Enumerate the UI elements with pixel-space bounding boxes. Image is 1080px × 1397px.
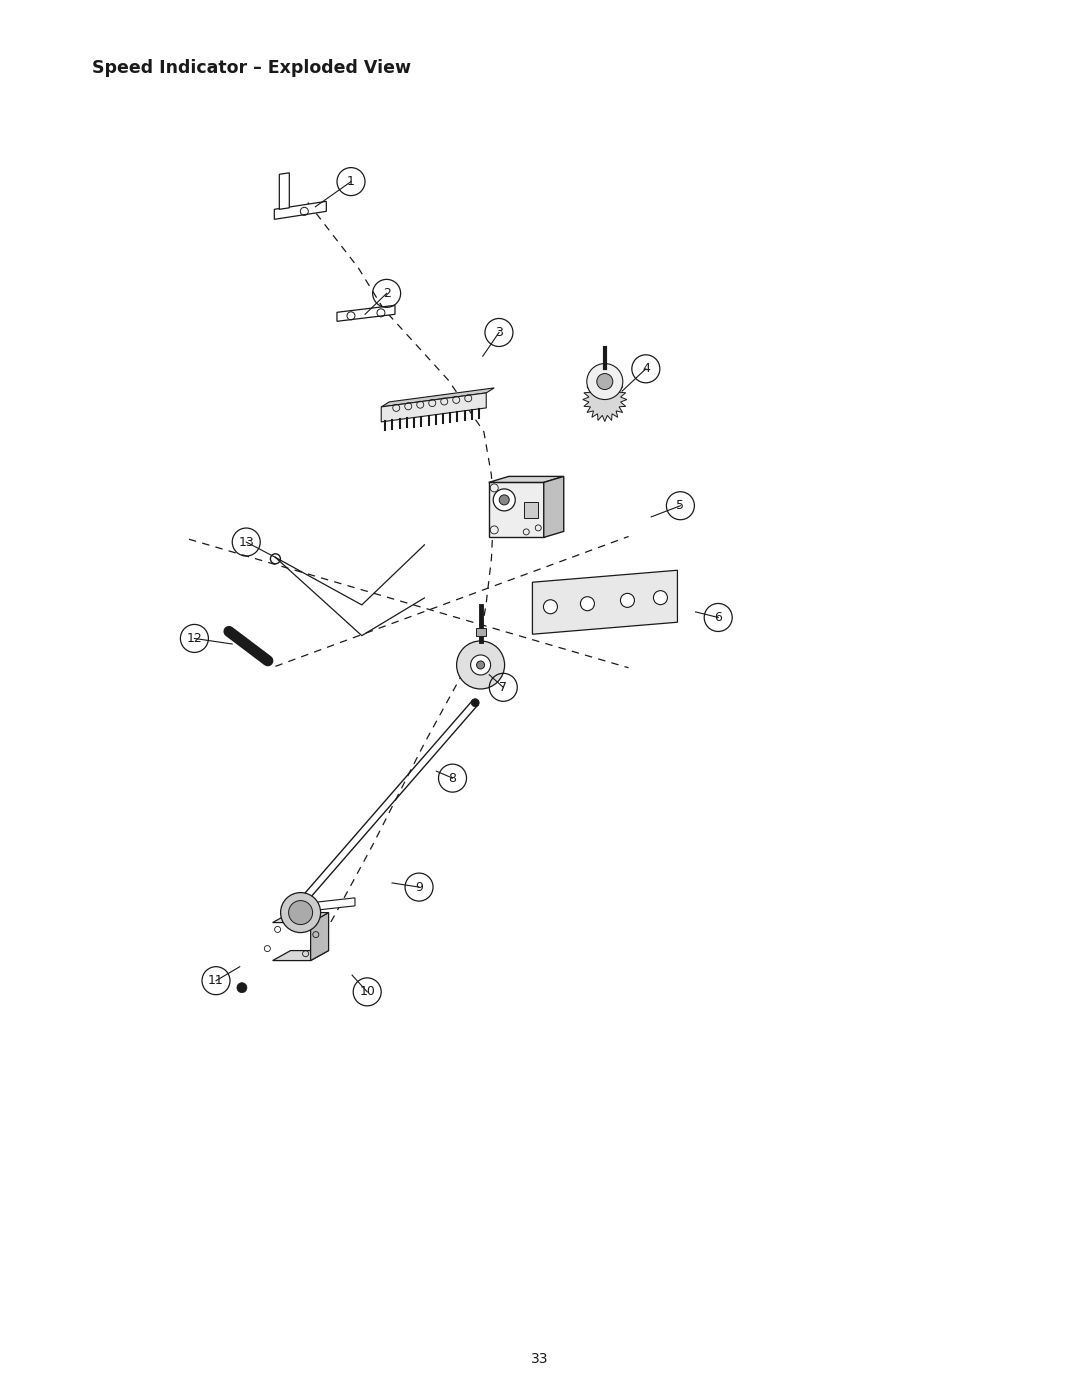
Text: 12: 12 — [187, 631, 202, 645]
Text: 8: 8 — [448, 771, 457, 785]
Polygon shape — [532, 570, 677, 634]
Text: 6: 6 — [714, 610, 723, 624]
Circle shape — [471, 655, 490, 675]
Circle shape — [494, 489, 515, 511]
Polygon shape — [272, 950, 328, 961]
Text: 9: 9 — [415, 880, 423, 894]
Text: 3: 3 — [495, 326, 503, 339]
Circle shape — [620, 594, 634, 608]
Circle shape — [499, 495, 510, 504]
Circle shape — [580, 597, 594, 610]
Circle shape — [476, 661, 485, 669]
Circle shape — [653, 591, 667, 605]
Polygon shape — [310, 898, 355, 911]
Circle shape — [281, 893, 321, 933]
Text: 10: 10 — [360, 985, 375, 999]
Text: 11: 11 — [208, 974, 224, 988]
Text: 13: 13 — [239, 535, 254, 549]
Text: 1: 1 — [347, 175, 355, 189]
Polygon shape — [280, 173, 289, 210]
Bar — [475, 629, 486, 636]
Circle shape — [457, 641, 504, 689]
Polygon shape — [381, 393, 486, 422]
Polygon shape — [489, 482, 543, 538]
Circle shape — [586, 363, 623, 400]
Polygon shape — [272, 912, 328, 922]
Text: 4: 4 — [642, 362, 650, 376]
Text: 7: 7 — [499, 680, 508, 694]
Text: Speed Indicator – Exploded View: Speed Indicator – Exploded View — [92, 59, 410, 77]
Circle shape — [543, 599, 557, 613]
Circle shape — [597, 373, 612, 390]
Polygon shape — [381, 388, 495, 407]
Polygon shape — [489, 476, 564, 482]
Polygon shape — [274, 201, 326, 219]
Circle shape — [288, 901, 312, 925]
Polygon shape — [583, 377, 626, 422]
Circle shape — [471, 698, 480, 707]
Polygon shape — [311, 912, 328, 961]
Text: 5: 5 — [676, 499, 685, 513]
Polygon shape — [337, 306, 395, 321]
Text: 2: 2 — [382, 286, 391, 300]
Text: 33: 33 — [531, 1352, 549, 1366]
Polygon shape — [524, 502, 538, 518]
Polygon shape — [543, 476, 564, 538]
Circle shape — [237, 982, 247, 993]
